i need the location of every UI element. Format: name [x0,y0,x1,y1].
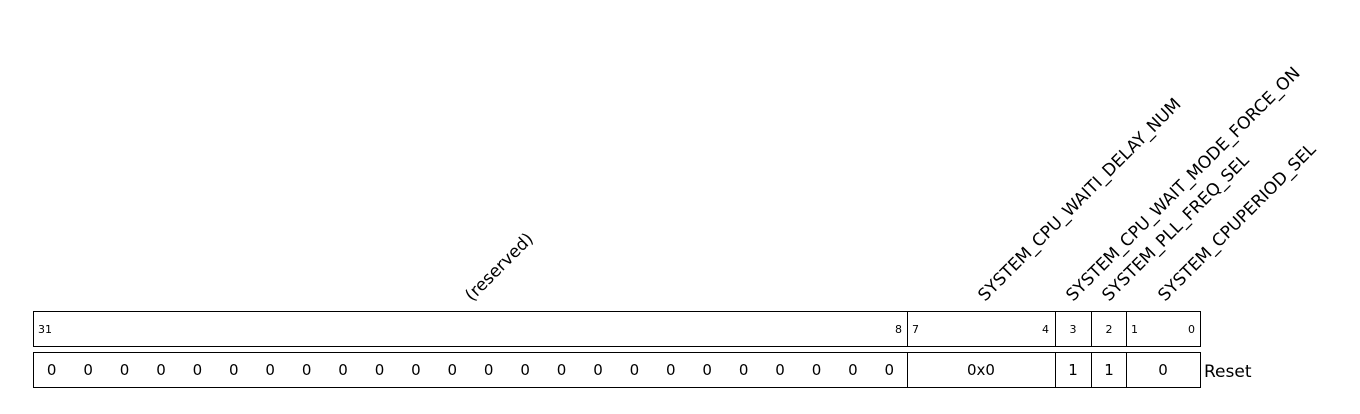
reserved-reset-value: 0 [448,361,458,379]
reserved-reset-value: 0 [812,361,822,379]
reserved-reset-value: 0 [520,361,530,379]
reserved-reset-value: 0 [375,361,385,379]
reset-value-cpu-waiti-delay-num: 0x0 [967,361,995,379]
reset-label: Reset [1204,362,1252,382]
reset-box-cpuperiod-sel [1126,352,1201,388]
reserved-reset-value: 0 [848,361,858,379]
reserved-reset-value: 0 [83,361,93,379]
bits-box-reserved [33,311,908,347]
bit-number-1: 1 [1131,323,1138,336]
bit-number-2: 2 [1106,323,1113,336]
reserved-reset-value: 0 [666,361,676,379]
reserved-reset-value: 0 [593,361,603,379]
reserved-reset-value: 0 [484,361,494,379]
bit-number-7: 7 [912,323,919,336]
reserved-reset-value: 0 [302,361,312,379]
reserved-reset-value: 0 [229,361,239,379]
reset-value-cpuperiod-sel: 0 [1158,361,1168,379]
reset-value-pll-freq-sel: 1 [1104,361,1114,379]
bit-number-0: 0 [1188,323,1195,336]
reserved-reset-values: 0 0 0 0 0 0 0 0 0 0 0 0 0 0 0 0 0 0 0 0 0 0 0 0 [47,361,894,379]
bit-number-4: 4 [1042,323,1049,336]
reserved-reset-value: 0 [411,361,421,379]
reserved-reset-value: 0 [775,361,785,379]
reset-value-cpu-wait-mode-force-on: 1 [1068,361,1078,379]
reserved-reset-value: 0 [739,361,749,379]
reserved-reset-value: 0 [265,361,275,379]
reserved-reset-value: 0 [885,361,895,379]
reserved-reset-value: 0 [630,361,640,379]
bit-number-31: 31 [38,323,52,336]
reserved-reset-value: 0 [193,361,203,379]
reserved-reset-value: 0 [47,361,57,379]
field-label-reserved: (reserved) [461,229,537,305]
bits-box-cpu-waiti-delay-num [907,311,1056,347]
reserved-reset-value: 0 [120,361,130,379]
bit-number-8: 8 [895,323,902,336]
reserved-reset-value: 0 [338,361,348,379]
reserved-reset-value: 0 [702,361,712,379]
bits-box-cpuperiod-sel [1126,311,1201,347]
bit-number-3: 3 [1070,323,1077,336]
reserved-reset-value: 0 [156,361,166,379]
reserved-reset-value: 0 [557,361,567,379]
